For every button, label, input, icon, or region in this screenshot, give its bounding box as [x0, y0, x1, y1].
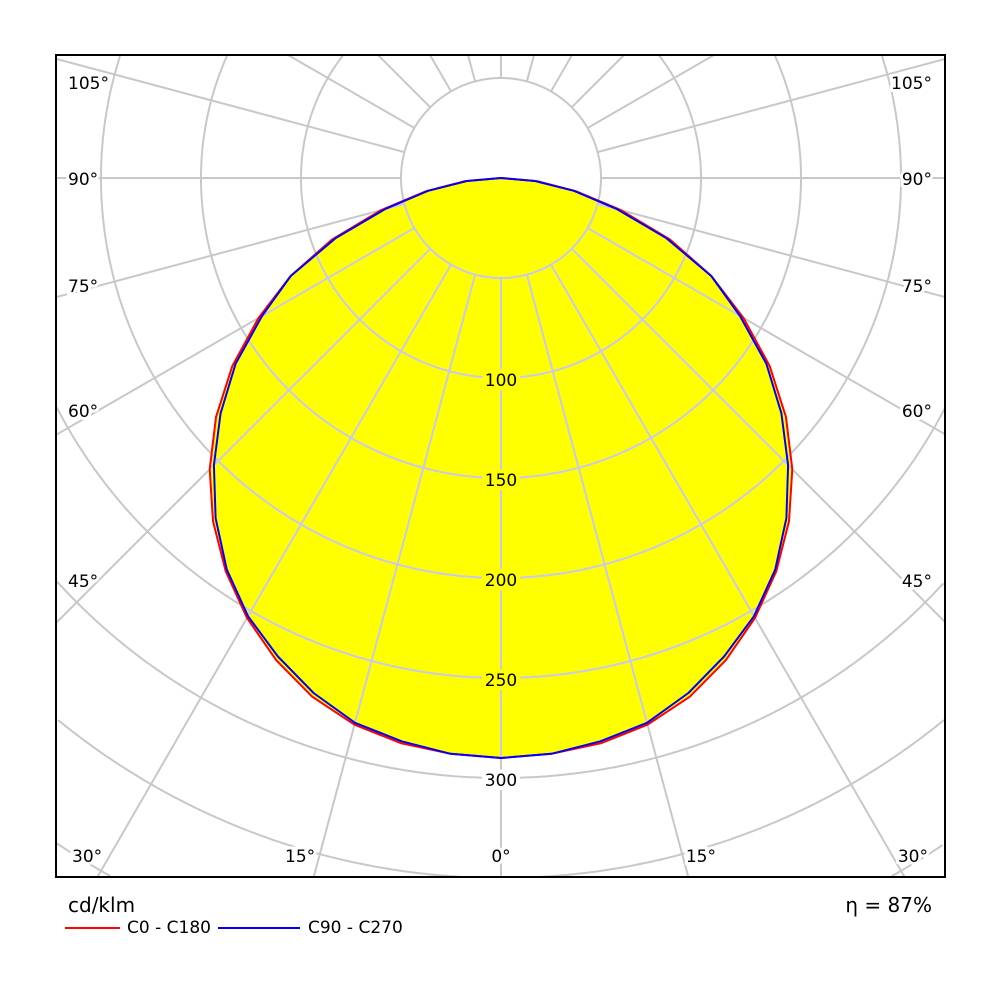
angle-label-right: 15° — [686, 847, 716, 867]
grid-spoke — [597, 202, 945, 298]
grid-spoke — [587, 55, 715, 129]
grid-spoke — [550, 55, 573, 92]
series-curve-c90-c270 — [212, 177, 790, 759]
grid-spoke — [467, 55, 477, 82]
grid-spoke — [570, 55, 625, 109]
angle-label-left: 30° — [72, 847, 102, 867]
radial-tick-label: 200 — [485, 571, 517, 591]
radial-tick-label: 150 — [485, 471, 517, 491]
angle-label-right: 75° — [902, 277, 932, 297]
radial-tick-label: 300 — [485, 771, 517, 791]
grid-spoke — [56, 202, 405, 299]
grid-circle — [56, 580, 945, 779]
grid-spoke — [550, 264, 793, 758]
angle-label-left: 60° — [68, 402, 98, 422]
grid-spoke — [287, 55, 415, 129]
angle-label-left: 15° — [285, 847, 315, 867]
grid-spoke — [377, 55, 432, 109]
grid-spoke — [597, 58, 945, 154]
unit-label: cd/klm — [68, 893, 136, 917]
angle-label-right: 30° — [898, 847, 928, 867]
grid-spoke — [209, 264, 452, 758]
grid-circle — [57, 719, 945, 877]
angle-label-right: 60° — [902, 402, 932, 422]
legend-label-c0: C0 - C180 — [127, 918, 211, 938]
grid-spoke — [209, 247, 432, 624]
grid-circle — [209, 178, 793, 579]
grid-spoke — [525, 274, 690, 758]
plot-frame — [55, 54, 946, 878]
grid-circle — [209, 178, 793, 479]
angle-label-left: 45° — [68, 572, 98, 592]
grid-spoke — [525, 55, 535, 82]
angle-label-bottom: 0° — [491, 847, 510, 867]
grid-circle — [300, 178, 702, 379]
grid-spoke — [312, 274, 477, 758]
grid-spoke — [429, 55, 452, 92]
legend-label-c90: C90 - C270 — [308, 918, 403, 938]
angle-label-right: 105° — [891, 74, 932, 94]
angle-label-left: 75° — [68, 277, 98, 297]
angle-label-left: 105° — [68, 74, 109, 94]
angle-label-right: 90° — [902, 170, 932, 190]
angle-label-right: 45° — [902, 572, 932, 592]
radial-tick-label: 100 — [485, 371, 517, 391]
grid-spoke — [570, 247, 793, 623]
radial-tick-label: 250 — [485, 671, 517, 691]
angle-label-left: 90° — [68, 170, 98, 190]
grid-spoke — [56, 57, 405, 154]
efficiency-label: η = 87% — [845, 893, 932, 917]
